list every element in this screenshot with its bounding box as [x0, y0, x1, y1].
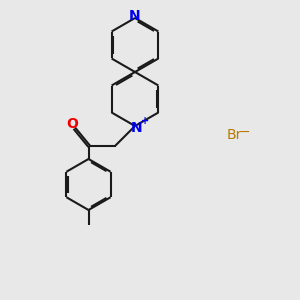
Text: +: + [140, 116, 149, 126]
Text: N: N [129, 10, 141, 23]
Text: −: − [240, 125, 251, 139]
Text: Br: Br [226, 128, 242, 142]
Text: O: O [66, 117, 78, 130]
Text: N: N [131, 121, 142, 134]
